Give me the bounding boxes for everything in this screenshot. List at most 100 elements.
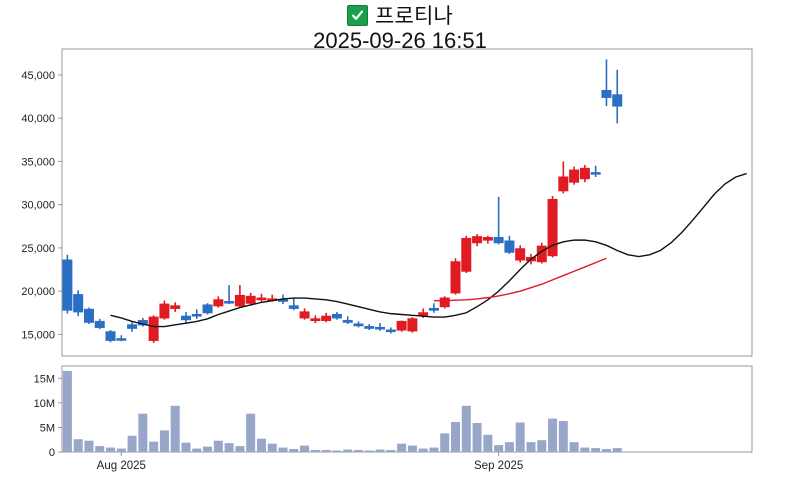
candlestick bbox=[504, 235, 515, 254]
price-tick-label: 40,000 bbox=[21, 113, 55, 125]
candlestick bbox=[364, 324, 375, 331]
candle-body bbox=[299, 311, 310, 319]
price-panel: 15,000 20,000 25,000 30,000 35,000 40,000 45,0… bbox=[21, 48, 753, 357]
volume-tick-label: 15M bbox=[34, 373, 55, 385]
volume-bar bbox=[569, 442, 579, 452]
candlestick bbox=[105, 330, 116, 343]
candle-body bbox=[245, 295, 256, 304]
price-tick-label: 30,000 bbox=[21, 200, 55, 212]
candlestick bbox=[299, 308, 310, 320]
candlestick bbox=[450, 258, 461, 295]
candlestick bbox=[396, 320, 407, 332]
candle-body bbox=[396, 320, 407, 331]
volume-bar bbox=[353, 450, 363, 452]
volume-bar bbox=[407, 445, 417, 452]
volume-bar bbox=[558, 421, 568, 452]
candlestick bbox=[472, 234, 483, 247]
candle-body bbox=[116, 338, 127, 341]
candle-body bbox=[213, 299, 224, 307]
volume-bar bbox=[332, 450, 342, 452]
volume-bar bbox=[515, 422, 525, 452]
volume-bar bbox=[310, 450, 320, 452]
volume-bar bbox=[246, 413, 256, 452]
volume-bar bbox=[364, 450, 374, 452]
volume-bar bbox=[451, 422, 461, 452]
volume-bar bbox=[537, 440, 547, 452]
candlestick bbox=[83, 307, 94, 325]
volume-tick-label: 5M bbox=[40, 422, 55, 434]
volume-tick-label: 0 bbox=[49, 447, 55, 459]
volume-bar bbox=[397, 443, 407, 452]
candlestick bbox=[601, 59, 612, 107]
page-title: 프로티나 bbox=[374, 5, 454, 28]
volume-bar bbox=[62, 370, 72, 452]
candle-body bbox=[331, 313, 342, 319]
candlestick bbox=[385, 327, 396, 334]
candle-body bbox=[558, 176, 569, 192]
volume-bar bbox=[203, 446, 213, 452]
candle-body bbox=[321, 315, 332, 322]
volume-bar bbox=[159, 430, 169, 452]
candle-body bbox=[612, 94, 623, 107]
x-tick-label: Sep 2025 bbox=[474, 460, 523, 472]
volume-bar bbox=[235, 446, 245, 452]
volume-bar bbox=[591, 448, 601, 452]
candle-body bbox=[180, 315, 191, 321]
volume-bar bbox=[343, 449, 353, 452]
candle-body bbox=[94, 320, 105, 328]
candlestick bbox=[493, 196, 504, 245]
candlestick bbox=[461, 235, 472, 273]
volume-bar bbox=[256, 438, 266, 452]
candle-body bbox=[461, 237, 472, 272]
volume-bar bbox=[170, 405, 180, 452]
candle-body bbox=[127, 324, 138, 329]
candlestick bbox=[288, 298, 299, 311]
candlestick bbox=[515, 245, 526, 263]
volume-bar bbox=[612, 448, 622, 452]
candlestick bbox=[482, 235, 493, 244]
candlestick bbox=[569, 166, 580, 185]
volume-bar bbox=[429, 447, 439, 452]
candlestick bbox=[170, 302, 181, 312]
candlestick bbox=[590, 165, 601, 177]
volume-bar bbox=[278, 447, 288, 452]
price-tick-label: 20,000 bbox=[21, 286, 55, 298]
candlestick bbox=[159, 300, 170, 320]
volume-tick-label: 10M bbox=[34, 398, 55, 410]
volume-bar bbox=[321, 450, 331, 452]
volume-bar bbox=[375, 449, 385, 452]
volume-bar bbox=[73, 439, 83, 452]
candle-body bbox=[418, 312, 429, 316]
candle-body bbox=[310, 318, 321, 322]
candle-body bbox=[601, 90, 612, 98]
volume-bar bbox=[601, 449, 611, 452]
candlestick bbox=[321, 312, 332, 323]
candlestick bbox=[558, 161, 569, 194]
price-tick-label: 35,000 bbox=[21, 156, 55, 168]
volume-panel: 0 5M 10M 15M Aug 2025 Sep 2025 bbox=[34, 365, 753, 472]
candle-body bbox=[504, 240, 515, 253]
candlestick bbox=[127, 322, 138, 332]
candlestick bbox=[148, 315, 159, 344]
candlestick bbox=[547, 196, 558, 258]
candle-body bbox=[364, 326, 375, 329]
candle-body bbox=[159, 303, 170, 319]
price-tick-label: 25,000 bbox=[21, 243, 55, 255]
volume-bar bbox=[494, 445, 504, 452]
volume-bar bbox=[440, 433, 450, 452]
volume-bar bbox=[181, 442, 191, 452]
volume-bar bbox=[95, 446, 105, 452]
candle-body bbox=[170, 305, 181, 309]
candlestick bbox=[353, 321, 364, 328]
x-tick-label: Aug 2025 bbox=[97, 460, 146, 472]
volume-bar bbox=[127, 435, 137, 452]
price-tick-label: 15,000 bbox=[21, 329, 55, 341]
volume-bar bbox=[192, 448, 202, 452]
candlestick bbox=[439, 296, 450, 309]
candle-body bbox=[450, 261, 461, 294]
candlestick bbox=[331, 311, 342, 320]
check-square-icon bbox=[346, 4, 368, 26]
candlestick bbox=[213, 296, 224, 308]
candle-body bbox=[375, 326, 386, 330]
